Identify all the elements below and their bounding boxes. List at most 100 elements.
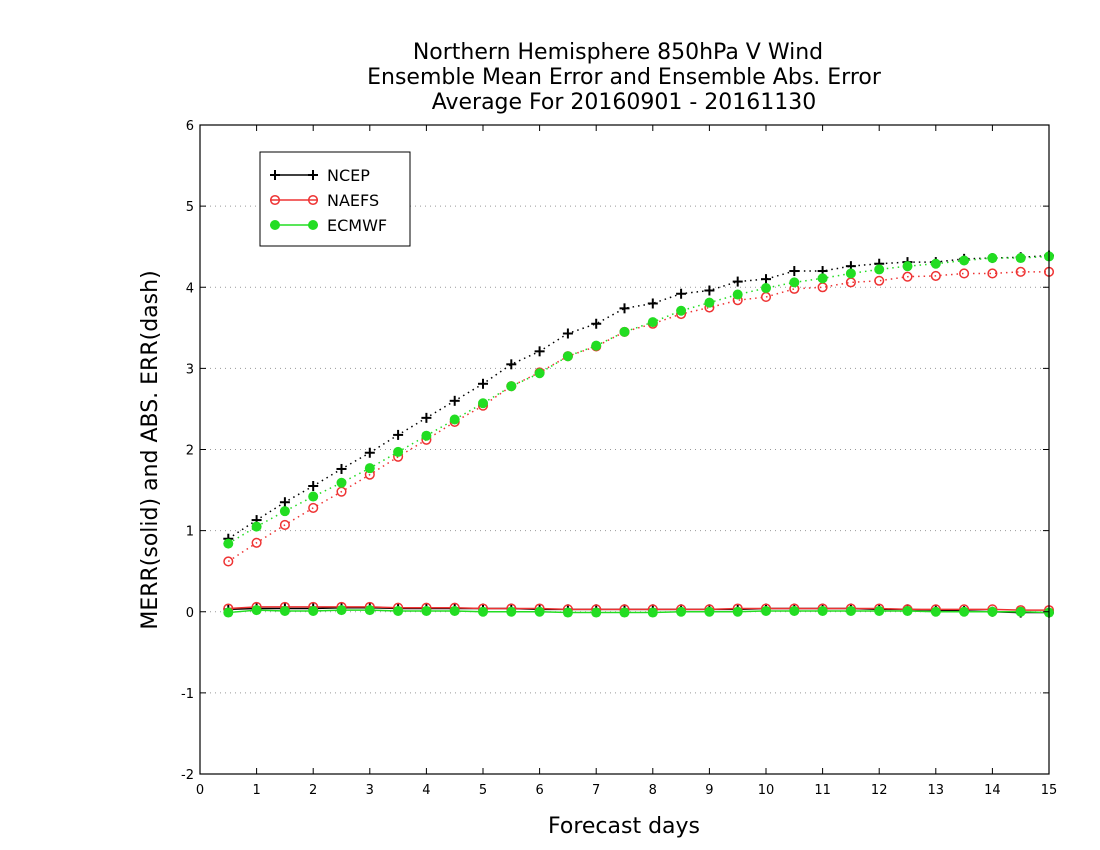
series-ecmwf-mean-error-point xyxy=(845,605,856,616)
series-ncep-abs-error-point xyxy=(704,285,715,296)
series-ecmwf-abs-error-point xyxy=(506,381,517,392)
legend-label-ecmwf: ECMWF xyxy=(327,216,387,235)
series-ecmwf-mean-error-point xyxy=(478,606,488,617)
legend-entry-ncep: NCEP xyxy=(270,166,370,185)
series-ecmwf-abs-error-point xyxy=(562,351,573,362)
series-ecmwf-abs-error-point xyxy=(1015,253,1026,264)
series-ncep-abs-error-line xyxy=(227,254,1050,540)
chart-title: Northern Hemisphere 850hPa V Wind Ensemb… xyxy=(367,40,882,115)
series-ecmwf-abs-error-point xyxy=(902,261,913,272)
series-ecmwf-mean-error-point xyxy=(279,605,290,616)
legend-entry-ecmwf: ECMWF xyxy=(270,216,387,235)
x-tick-label: 13 xyxy=(928,783,945,798)
x-tick-labels: 0 1 2 3 4 5 6 7 8 9 10 11 12 13 14 15 xyxy=(196,783,1057,798)
x-tick-label: 7 xyxy=(592,783,600,798)
series-ncep-abs-error-point xyxy=(732,276,743,287)
series-ncep-abs-error-point xyxy=(789,266,800,277)
series-naefs-abs-error-point xyxy=(760,291,772,303)
y-tick-labels: -2 -1 0 1 2 3 4 5 6 xyxy=(181,119,194,783)
series-ecmwf-abs-error-point xyxy=(251,521,262,532)
series-ecmwf-mean-error-point xyxy=(732,606,743,617)
series-ecmwf-mean-error-point xyxy=(336,605,347,616)
chart-title-line-3: Average For 20160901 - 20161130 xyxy=(432,90,817,115)
series-ecmwf-mean-error-point xyxy=(591,607,602,618)
series-ncep-abs-error-point xyxy=(279,497,290,508)
series-ecmwf-abs-error-point xyxy=(647,317,658,328)
series-ncep-abs-error-point xyxy=(591,318,602,329)
series-ncep-abs-error-point xyxy=(478,378,488,389)
chart-title-line-1: Northern Hemisphere 850hPa V Wind xyxy=(413,40,823,65)
series-ecmwf-mean-error-point xyxy=(251,605,262,616)
x-tick-label: 0 xyxy=(196,783,204,798)
series-ecmwf-mean-error-point xyxy=(393,605,404,616)
series-ecmwf-abs-error-point xyxy=(223,538,234,549)
series-naefs-abs-error-point xyxy=(308,502,319,513)
series-ncep-abs-error-point xyxy=(562,328,573,339)
y-tick-label: 4 xyxy=(186,281,194,296)
series-ncep-abs-error-point xyxy=(449,395,460,406)
series-ecmwf-abs-error-point xyxy=(789,277,800,288)
series-ecmwf-abs-error-point xyxy=(478,398,488,409)
series-ncep-abs-error-point xyxy=(393,429,404,440)
series-ecmwf-abs-error-point xyxy=(421,430,432,441)
x-tick-label: 11 xyxy=(814,783,831,798)
legend-label-ncep: NCEP xyxy=(327,166,370,185)
series-naefs-abs-error-point xyxy=(223,556,234,567)
series-ecmwf-mean-error-point xyxy=(449,605,460,616)
y-tick-label: 6 xyxy=(186,119,194,134)
series-ncep-abs-error-point xyxy=(421,412,432,423)
series-ecmwf xyxy=(223,251,1054,618)
series-ecmwf-mean-error-point xyxy=(959,606,970,617)
series-ecmwf-mean-error-point xyxy=(704,606,715,617)
series-ecmwf-abs-error-point xyxy=(591,340,602,351)
series-naefs-abs-error-point xyxy=(1015,266,1026,277)
series-ecmwf-mean-error-point xyxy=(308,605,319,616)
x-axis-label: Forecast days xyxy=(548,814,700,839)
series-ecmwf-abs-error-point xyxy=(930,258,941,269)
series-naefs-abs-error-point xyxy=(279,519,290,530)
series-naefs-abs-error-line xyxy=(227,271,1049,563)
x-tick-label: 2 xyxy=(309,783,317,798)
x-tick-label: 6 xyxy=(535,783,543,798)
legend-label-naefs: NAEFS xyxy=(327,191,379,210)
series-ncep-abs-error-point xyxy=(647,298,658,309)
y-tick-label: -2 xyxy=(181,768,194,783)
series-ecmwf-abs-error-point xyxy=(874,264,885,275)
series-ecmwf-mean-error-point xyxy=(789,605,800,616)
series-naefs xyxy=(223,266,1055,616)
series-ecmwf-mean-error-point xyxy=(676,606,687,617)
y-axis-label: MERR(solid) and ABS. ERR(dash) xyxy=(138,270,163,629)
series-naefs-abs-error-point xyxy=(251,537,262,548)
x-tick-label: 10 xyxy=(758,783,775,798)
legend-marker-right xyxy=(308,170,318,180)
series-ecmwf-mean-error-point xyxy=(421,605,432,616)
series-ecmwf-mean-error-point xyxy=(874,605,885,616)
series-ecmwf-abs-error-point xyxy=(336,477,347,488)
legend-marker-left xyxy=(270,220,280,230)
y-tick-label: 1 xyxy=(186,525,194,540)
legend-marker-left xyxy=(270,170,280,180)
series-ecmwf-mean-error-point xyxy=(534,606,545,617)
series-ecmwf-abs-error-point xyxy=(817,273,828,284)
series-ecmwf-abs-error-point xyxy=(308,491,319,502)
series-ecmwf-mean-error-point xyxy=(647,607,658,618)
chart-title-line-2: Ensemble Mean Error and Ensemble Abs. Er… xyxy=(367,65,882,90)
x-tick-label: 8 xyxy=(649,783,657,798)
x-tick-label: 9 xyxy=(705,783,713,798)
x-tick-label: 3 xyxy=(366,783,374,798)
series-naefs-abs-error-point xyxy=(930,270,941,281)
axis-ticks xyxy=(199,124,1050,775)
series-naefs-abs-error-point xyxy=(902,271,913,282)
series-ncep-abs-error-point xyxy=(364,447,375,458)
series-ecmwf-mean-error-point xyxy=(761,605,771,616)
x-tick-label: 4 xyxy=(422,783,430,798)
series-ncep-abs-error-point xyxy=(761,274,771,285)
series-ecmwf-abs-error-point xyxy=(676,305,687,316)
series-ncep-abs-error-point xyxy=(619,303,630,314)
series-naefs-abs-error-point xyxy=(987,268,998,279)
y-tick-label: 3 xyxy=(186,362,194,377)
y-tick-label: 0 xyxy=(186,606,194,621)
grid-lines xyxy=(200,205,1049,694)
series-ecmwf-abs-error-point xyxy=(761,283,771,294)
